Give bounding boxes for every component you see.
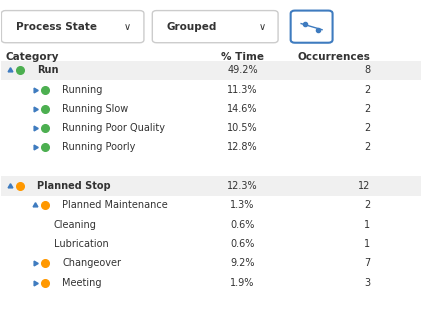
Text: 2: 2: [364, 142, 370, 152]
Text: Running: Running: [62, 85, 103, 95]
Text: Running Slow: Running Slow: [62, 104, 128, 114]
Text: 9.2%: 9.2%: [230, 258, 255, 268]
Text: Occurrences: Occurrences: [298, 52, 370, 61]
FancyBboxPatch shape: [1, 61, 421, 80]
Text: Grouped: Grouped: [167, 22, 217, 32]
Text: Process State: Process State: [16, 22, 97, 32]
Text: 49.2%: 49.2%: [227, 65, 258, 75]
Text: Run: Run: [37, 65, 59, 75]
Text: Lubrication: Lubrication: [54, 239, 108, 249]
Text: 1: 1: [364, 239, 370, 249]
Text: 10.5%: 10.5%: [227, 123, 258, 133]
FancyBboxPatch shape: [291, 11, 333, 43]
Text: 11.3%: 11.3%: [227, 85, 258, 95]
FancyBboxPatch shape: [152, 11, 278, 43]
Text: Planned Maintenance: Planned Maintenance: [62, 200, 168, 210]
Text: 2: 2: [364, 85, 370, 95]
Text: ∨: ∨: [124, 22, 131, 32]
Text: Running Poorly: Running Poorly: [62, 142, 135, 152]
Text: 1: 1: [364, 220, 370, 230]
Text: 0.6%: 0.6%: [230, 239, 254, 249]
Text: 12: 12: [358, 181, 370, 191]
Text: 1.9%: 1.9%: [230, 277, 254, 287]
Text: 2: 2: [364, 104, 370, 114]
Text: 2: 2: [364, 200, 370, 210]
Text: ∨: ∨: [258, 22, 265, 32]
Text: 3: 3: [364, 277, 370, 287]
Text: Planned Stop: Planned Stop: [37, 181, 111, 191]
Text: Cleaning: Cleaning: [54, 220, 97, 230]
FancyBboxPatch shape: [1, 11, 144, 43]
Text: 2: 2: [364, 123, 370, 133]
Text: 0.6%: 0.6%: [230, 220, 254, 230]
Text: 7: 7: [364, 258, 370, 268]
Text: Category: Category: [5, 52, 59, 61]
Text: 12.8%: 12.8%: [227, 142, 258, 152]
FancyBboxPatch shape: [1, 176, 421, 196]
Text: Meeting: Meeting: [62, 277, 102, 287]
Text: 8: 8: [364, 65, 370, 75]
Text: 14.6%: 14.6%: [227, 104, 258, 114]
Text: 1.3%: 1.3%: [230, 200, 254, 210]
Text: Changeover: Changeover: [62, 258, 121, 268]
Text: Running Poor Quality: Running Poor Quality: [62, 123, 165, 133]
Text: 12.3%: 12.3%: [227, 181, 258, 191]
Text: % Time: % Time: [221, 52, 264, 61]
